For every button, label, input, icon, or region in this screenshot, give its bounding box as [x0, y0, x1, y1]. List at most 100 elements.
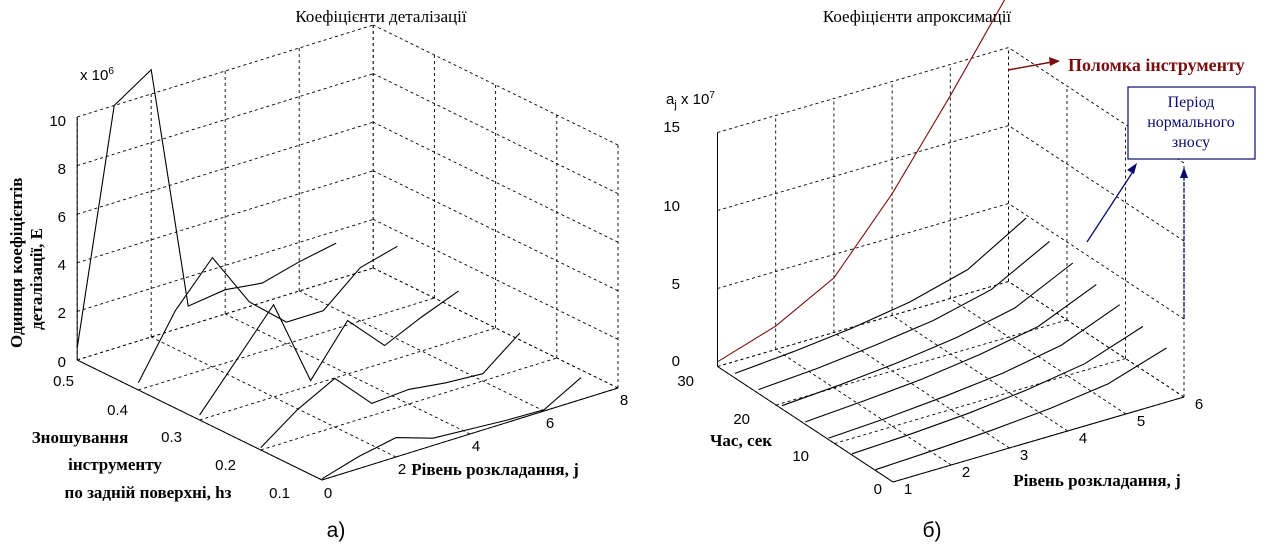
- approx-series-line: [734, 217, 1027, 374]
- detail-z-tick: 10: [49, 113, 66, 130]
- detail-z-tick: 8: [58, 161, 66, 178]
- break-annotation: Поломка інструменту: [1007, 55, 1245, 75]
- axis-edge: [321, 387, 619, 481]
- normal-wear-line: нормального: [1147, 114, 1235, 131]
- detail-z-tick: 2: [58, 305, 66, 322]
- normal-wear-annotation: Період нормального зносу: [1086, 86, 1256, 318]
- detail-y-tick: 0.3: [161, 429, 182, 446]
- grid-line: [260, 357, 557, 451]
- grid-line: [1008, 281, 1185, 398]
- detail-y-tick: 0.2: [215, 457, 236, 474]
- approx-series-line: [875, 347, 1167, 471]
- detail-x-ticks: 0 2 4 6 8: [324, 392, 628, 502]
- chart-approx: Коефіцієнти апроксимації aj x 107 0 5 10…: [663, 0, 1256, 498]
- normal-wear-line: зносу: [1172, 134, 1210, 151]
- approx-series-line: [781, 262, 1074, 407]
- approx-y-tick: 10: [792, 448, 809, 465]
- grid-line: [299, 290, 545, 412]
- approx-x-axis-label: Рівень розкладання, j: [1013, 471, 1181, 490]
- grid-line: [1008, 47, 1185, 164]
- grid-line: [891, 315, 1068, 432]
- detail-y-tick: 0.1: [269, 485, 290, 502]
- detail-z-label-line: Одиниця коефіцієнтів: [7, 178, 26, 348]
- axis-edge: [892, 396, 1185, 483]
- grid-line: [950, 298, 1127, 415]
- grid-line: [77, 170, 374, 264]
- grid-line: [77, 73, 374, 167]
- detail-y-label-line: Зношування: [32, 428, 129, 447]
- chart-detail: Коефіцієнти деталізації x 106 0 2 4 6 8 …: [7, 7, 628, 502]
- grid-line: [834, 358, 1126, 444]
- grid-line: [77, 24, 374, 118]
- detail-z-tick: 6: [58, 209, 66, 226]
- grid-line: [77, 121, 374, 215]
- approx-x-tick: 1: [904, 481, 912, 498]
- detail-series-line: [199, 290, 459, 416]
- detail-z-label-line: деталізації, E: [27, 228, 46, 330]
- grid-line: [1008, 125, 1185, 242]
- axis-edge: [717, 366, 894, 483]
- normal-wear-box: [1127, 86, 1256, 160]
- detail-y-tick: 0.4: [107, 402, 128, 419]
- detail-y-ticks: 0.5 0.4 0.3 0.2 0.1: [53, 373, 290, 502]
- approx-z-ticks: 0 5 10 15: [663, 119, 680, 370]
- approx-zscale-label: aj x 107: [666, 90, 715, 111]
- detail-x-tick: 8: [620, 392, 628, 409]
- grid-line: [77, 218, 374, 312]
- grid-line: [717, 281, 1009, 367]
- detail-x-tick: 4: [472, 438, 480, 455]
- approx-z-tick: 5: [672, 276, 680, 293]
- detail-series-line: [260, 332, 521, 448]
- normal-wear-arrowhead: [1180, 167, 1188, 178]
- break-arrow: [1007, 61, 1053, 71]
- grid-line: [775, 349, 952, 466]
- approx-z-tick: 0: [672, 353, 680, 370]
- chart-approx-title: Коефіцієнти апроксимації: [823, 7, 1012, 26]
- detail-z-tick: 0: [58, 354, 66, 371]
- caption-right: б): [922, 519, 941, 542]
- detail-series-line: [76, 68, 337, 348]
- chart-detail-title: Коефіцієнти деталізації: [295, 7, 466, 26]
- approx-x-tick: 5: [1137, 413, 1145, 430]
- approx-y-tick: 20: [733, 411, 750, 428]
- grid-line: [373, 24, 619, 146]
- grid-line: [77, 267, 374, 361]
- detail-z-ticks: 0 2 4 6 8 10: [49, 113, 66, 371]
- detail-x-tick: 2: [398, 461, 406, 478]
- approx-y-axis-label: Час, сек: [710, 431, 772, 450]
- approx-series-group: [717, 0, 1167, 471]
- grid-line: [717, 203, 1009, 289]
- approx-series-line: [758, 240, 1050, 391]
- detail-y-tick: 0.5: [53, 373, 74, 390]
- detail-x-tick: 6: [546, 415, 554, 432]
- detail-y-label-line: інструменту: [68, 455, 162, 474]
- break-label: Поломка інструменту: [1068, 55, 1245, 75]
- detail-x-axis-label: Рівень розкладання, j: [411, 460, 579, 479]
- approx-x-ticks: 1 2 3 4 5 6: [904, 396, 1203, 498]
- detail-z-axis-label: Одиниця коефіцієнтів деталізації, E: [7, 178, 46, 348]
- normal-wear-arrow: [1086, 169, 1135, 243]
- approx-y-tick: 30: [677, 373, 694, 390]
- detail-series-line: [137, 245, 398, 383]
- grid-line: [225, 313, 471, 435]
- break-arrowhead: [1049, 57, 1060, 66]
- approx-series-line: [805, 284, 1097, 423]
- approx-x-tick: 3: [1020, 447, 1028, 464]
- approx-x-tick: 6: [1195, 396, 1203, 413]
- grid-line: [833, 332, 1010, 449]
- approx-z-tick: 10: [663, 198, 680, 215]
- approx-series-line: [851, 325, 1144, 455]
- grid-line: [1008, 203, 1185, 320]
- detail-series-group: [76, 68, 582, 480]
- grid-line: [138, 297, 435, 391]
- approx-z-tick: 15: [663, 119, 680, 136]
- grid-line: [199, 327, 496, 421]
- detail-x-tick: 0: [324, 485, 332, 502]
- approx-x-tick: 2: [962, 464, 970, 481]
- axis-edge: [76, 359, 323, 481]
- detail-z-tick: 4: [58, 257, 66, 274]
- detail-series-line: [321, 377, 582, 480]
- detail-zscale-label: x 106: [80, 66, 114, 84]
- grid-line: [717, 125, 1009, 211]
